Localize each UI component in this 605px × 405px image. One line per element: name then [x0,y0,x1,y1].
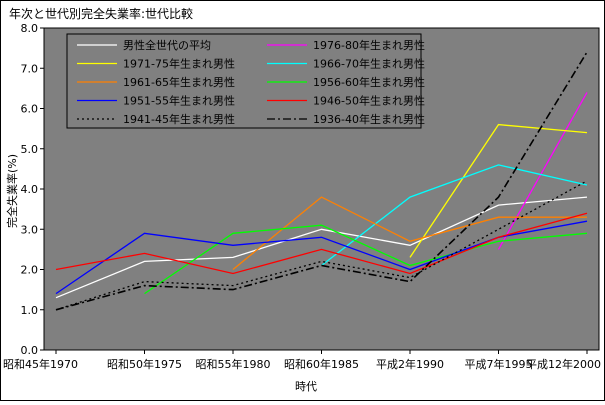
legend-label: 1951-55年生まれ男性 [123,94,235,108]
legend-label: 男性全世代の平均 [123,38,211,52]
x-tick-label: 平成2年1990 [376,357,444,371]
legend-label: 1966-70年生まれ男性 [313,57,425,71]
x-tick-label: 昭和45年1970 [3,357,78,371]
x-tick-label: 平成12年2000 [526,357,601,371]
y-tick-label: 2.0 [21,264,39,277]
x-tick-label: 昭和55年1980 [196,357,271,371]
y-tick-label: 8.0 [21,22,39,35]
legend: 男性全世代の平均 1976-80年生まれ男性 1971-75年生まれ男性 1966-7… [66,33,425,129]
legend-label: 1956-60年生まれ男性 [313,75,425,89]
series-line [55,51,588,311]
series-line [321,164,588,267]
legend-label: 1946-50年生まれ男性 [313,94,425,108]
series-lines [55,51,588,311]
y-tick-label: 4.0 [21,183,39,196]
y-tick-label: 7.0 [21,62,39,75]
y-tick-label: 3.0 [21,223,39,236]
legend-box [66,33,422,129]
y-tick-label: 0.0 [21,344,39,357]
y-axis-ticks: 0.0 1.0 2.0 3.0 4.0 5.0 6.0 7.0 8.0 [21,22,44,357]
series-line [232,196,587,271]
y-tick-label: 5.0 [21,143,39,156]
legend-label: 1976-80年生まれ男性 [313,38,425,52]
x-tick-label: 昭和50年1975 [107,357,182,371]
x-axis-ticks: 昭和45年1970 昭和50年1975 昭和55年1980 昭和60年1985 平成2年… [3,350,601,371]
x-axis-label: 時代 [295,380,317,393]
legend-label: 1941-45年生まれ男性 [123,112,235,126]
chart-title: 年次と世代別完全失業率:世代比較 [9,6,193,21]
y-tick-label: 6.0 [21,103,39,116]
legend-label: 1971-75年生まれ男性 [123,57,235,71]
y-tick-label: 1.0 [21,304,39,317]
series-line [497,92,588,250]
x-tick-label: 平成7年1995 [465,357,533,371]
series-line [55,196,588,299]
legend-label: 1936-40年生まれ男性 [313,112,425,126]
y-axis-label: 完全失業率(%) [5,154,19,228]
series-line [409,123,588,258]
series-line [55,212,588,275]
x-tick-label: 昭和60年1985 [284,357,359,371]
legend-label: 1961-65年生まれ男性 [123,75,235,89]
